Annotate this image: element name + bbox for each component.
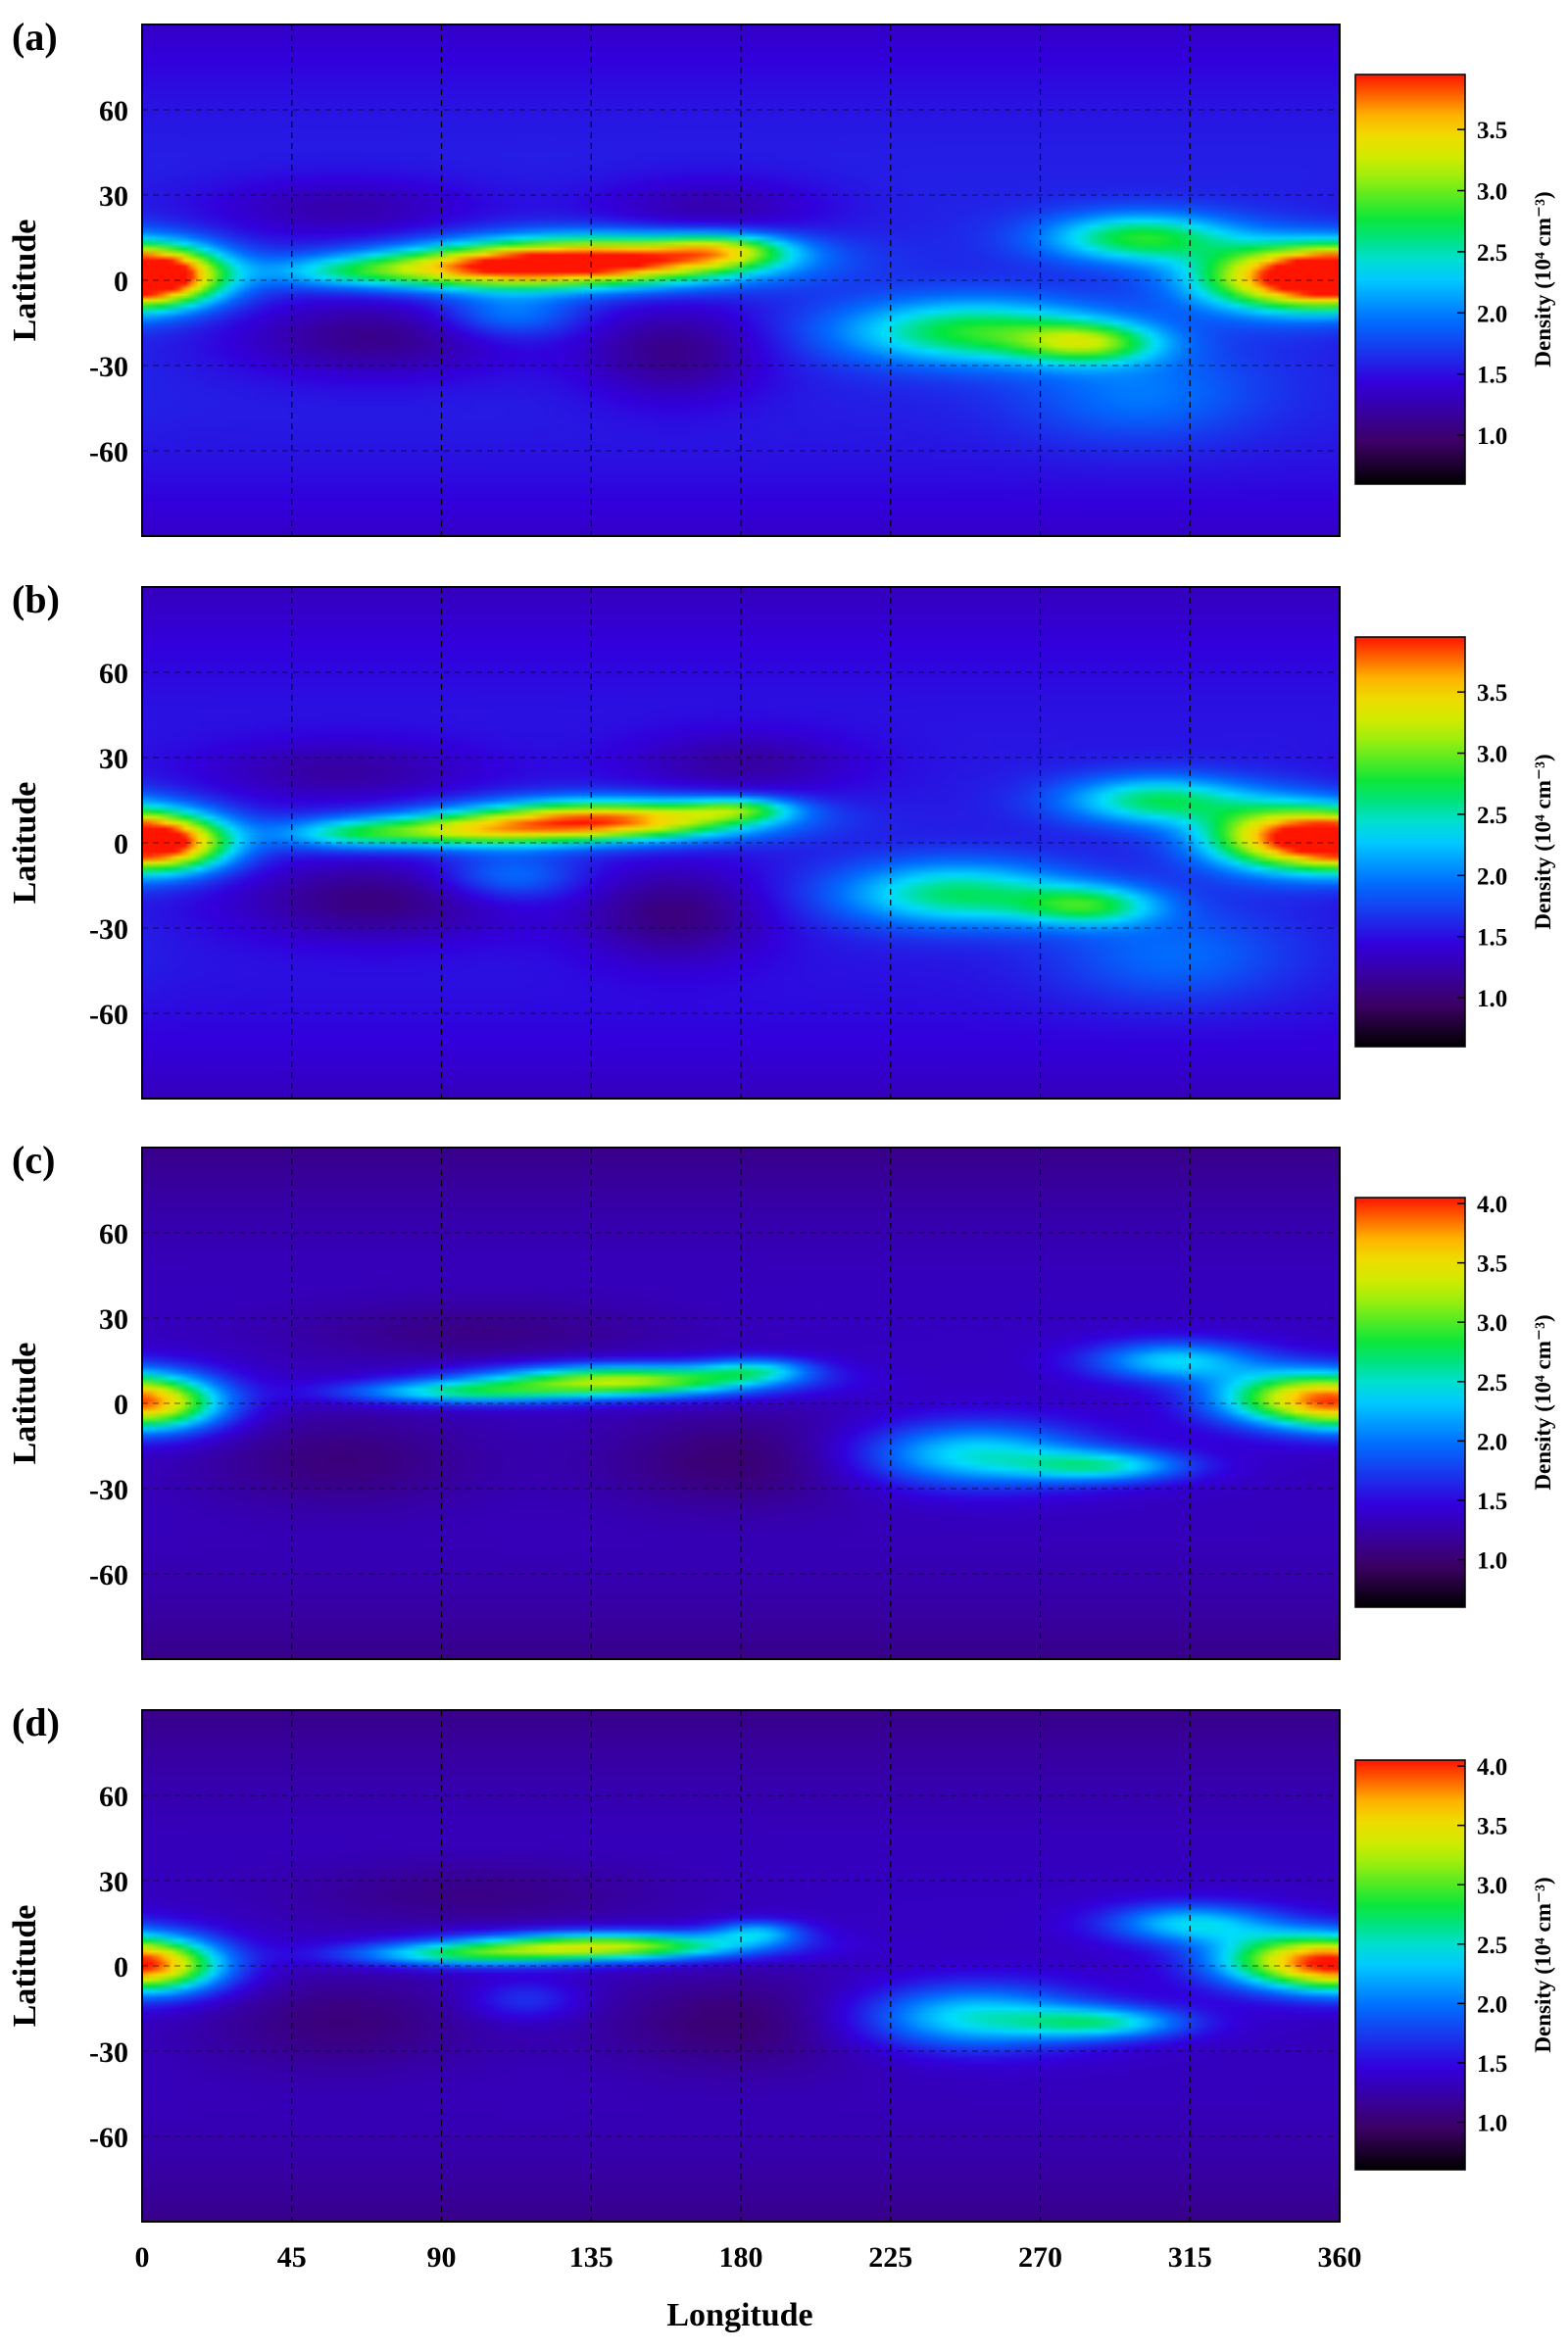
y-tick-label: -60 bbox=[89, 999, 128, 1031]
colorbar bbox=[1354, 1197, 1466, 1608]
colorbar-tick-label: 2.0 bbox=[1477, 301, 1507, 327]
y-tick-label: 0 bbox=[114, 1951, 128, 1984]
plot-frame bbox=[141, 24, 1341, 537]
colorbar-label: Density (10⁴ cm⁻³) bbox=[1531, 754, 1555, 929]
colorbar bbox=[1354, 636, 1466, 1048]
colorbar-tick-label: 3.0 bbox=[1477, 742, 1507, 768]
panel-label: (a) bbox=[12, 15, 58, 59]
x-tick-label: 0 bbox=[135, 2241, 150, 2274]
colorbar-tick-label: 3.5 bbox=[1477, 680, 1507, 707]
colorbar-tick-label: 3.5 bbox=[1477, 1251, 1507, 1278]
colorbar-tick-label: 2.0 bbox=[1477, 1429, 1507, 1455]
panel-label: (b) bbox=[12, 577, 60, 621]
colorbar-tick-label: 3.0 bbox=[1477, 1310, 1507, 1337]
plot-frame bbox=[141, 1147, 1341, 1660]
y-axis-label: Latitude bbox=[7, 220, 43, 342]
colorbar-tick-label: 1.5 bbox=[1477, 363, 1507, 389]
colorbar-tick-label: 3.5 bbox=[1477, 1814, 1507, 1840]
y-tick-label: -60 bbox=[89, 2122, 128, 2154]
y-tick-label: 60 bbox=[99, 1781, 128, 1813]
plot-frame bbox=[141, 1709, 1341, 2223]
y-tick-label: 30 bbox=[99, 1303, 128, 1336]
x-tick-label: 45 bbox=[277, 2241, 307, 2274]
colorbar-tick-label: 1.0 bbox=[1477, 986, 1507, 1012]
colorbar-tick-label: 3.0 bbox=[1477, 1873, 1507, 1899]
panel-b: 60 30 0 -30 -60 Latitude (b) 1.0 1.5 2.0 2.5 3.0 3.5… bbox=[7, 577, 1555, 1100]
colorbar-label: Density (10⁴ cm⁻³) bbox=[1531, 191, 1555, 367]
x-tick-label: 270 bbox=[1018, 2241, 1062, 2274]
y-tick-label: 60 bbox=[99, 95, 128, 127]
plot-frame bbox=[141, 586, 1341, 1100]
x-tick-label: 225 bbox=[868, 2241, 912, 2274]
panel-a: 60 30 0 -30 -60 Latitude (a) 1.0 1.5 2.0 2.5 3.0 3.5… bbox=[7, 15, 1555, 537]
colorbar-label: Density (10⁴ cm⁻³) bbox=[1531, 1314, 1555, 1490]
colorbar-tick-label: 2.5 bbox=[1477, 1933, 1507, 1959]
colorbar-label: Density (10⁴ cm⁻³) bbox=[1531, 1877, 1555, 2052]
x-tick-label: 90 bbox=[427, 2241, 457, 2274]
y-tick-label: 0 bbox=[114, 266, 128, 298]
colorbar-tick-label: 1.5 bbox=[1477, 2051, 1507, 2078]
colorbar-tick-label: 2.0 bbox=[1477, 1991, 1507, 2018]
y-tick-label: 60 bbox=[99, 1218, 128, 1250]
y-tick-label: -60 bbox=[89, 1559, 128, 1592]
colorbar-tick-label: 2.0 bbox=[1477, 863, 1507, 890]
colorbar-tick-label: 4.0 bbox=[1477, 1754, 1507, 1781]
colorbar bbox=[1354, 74, 1466, 485]
colorbar bbox=[1354, 1759, 1466, 2171]
y-tick-label: -30 bbox=[89, 351, 128, 383]
colorbar-tick-label: 2.5 bbox=[1477, 1370, 1507, 1396]
x-axis-label: Longitude bbox=[666, 2297, 812, 2333]
y-tick-label: 30 bbox=[99, 180, 128, 213]
colorbar-tick-label: 2.5 bbox=[1477, 803, 1507, 829]
y-tick-label: -60 bbox=[89, 436, 128, 468]
y-axis-label: Latitude bbox=[7, 1905, 43, 2028]
y-tick-label: 60 bbox=[99, 658, 128, 690]
panel-label: (c) bbox=[12, 1138, 55, 1182]
y-tick-label: 30 bbox=[99, 1866, 128, 1898]
y-tick-label: -30 bbox=[89, 913, 128, 946]
x-tick-label: 135 bbox=[569, 2241, 613, 2274]
colorbar-tick-label: 1.5 bbox=[1477, 1489, 1507, 1515]
x-tick-label: 360 bbox=[1318, 2241, 1362, 2274]
y-tick-label: 30 bbox=[99, 743, 128, 775]
colorbar-tick-label: 4.0 bbox=[1477, 1192, 1507, 1218]
colorbar-tick-label: 1.5 bbox=[1477, 925, 1507, 952]
colorbar-tick-label: 2.5 bbox=[1477, 240, 1507, 267]
x-tick-label: 180 bbox=[719, 2241, 763, 2274]
y-tick-label: 0 bbox=[114, 828, 128, 860]
colorbar-tick-label: 1.0 bbox=[1477, 423, 1507, 450]
colorbar-tick-label: 1.0 bbox=[1477, 1548, 1507, 1575]
y-axis-label: Latitude bbox=[7, 1343, 43, 1465]
y-tick-label: -30 bbox=[89, 2036, 128, 2069]
y-tick-label: 0 bbox=[114, 1389, 128, 1421]
y-axis-label: Latitude bbox=[7, 782, 43, 905]
colorbar-tick-label: 3.5 bbox=[1477, 118, 1507, 144]
colorbar-tick-label: 1.0 bbox=[1477, 2111, 1507, 2137]
panel-d: 60 30 0 -30 -60 Latitude (d) 0 45 90 135 180 225 270 3… bbox=[7, 1700, 1555, 2274]
colorbar-tick-label: 3.0 bbox=[1477, 179, 1507, 206]
x-tick-label: 315 bbox=[1168, 2241, 1212, 2274]
panel-label: (d) bbox=[12, 1700, 60, 1744]
y-tick-label: -30 bbox=[89, 1474, 128, 1506]
panel-c: 60 30 0 -30 -60 Latitude (c) 1.0 1.5 2.0 2.5 3.0 3.5… bbox=[7, 1138, 1555, 1660]
